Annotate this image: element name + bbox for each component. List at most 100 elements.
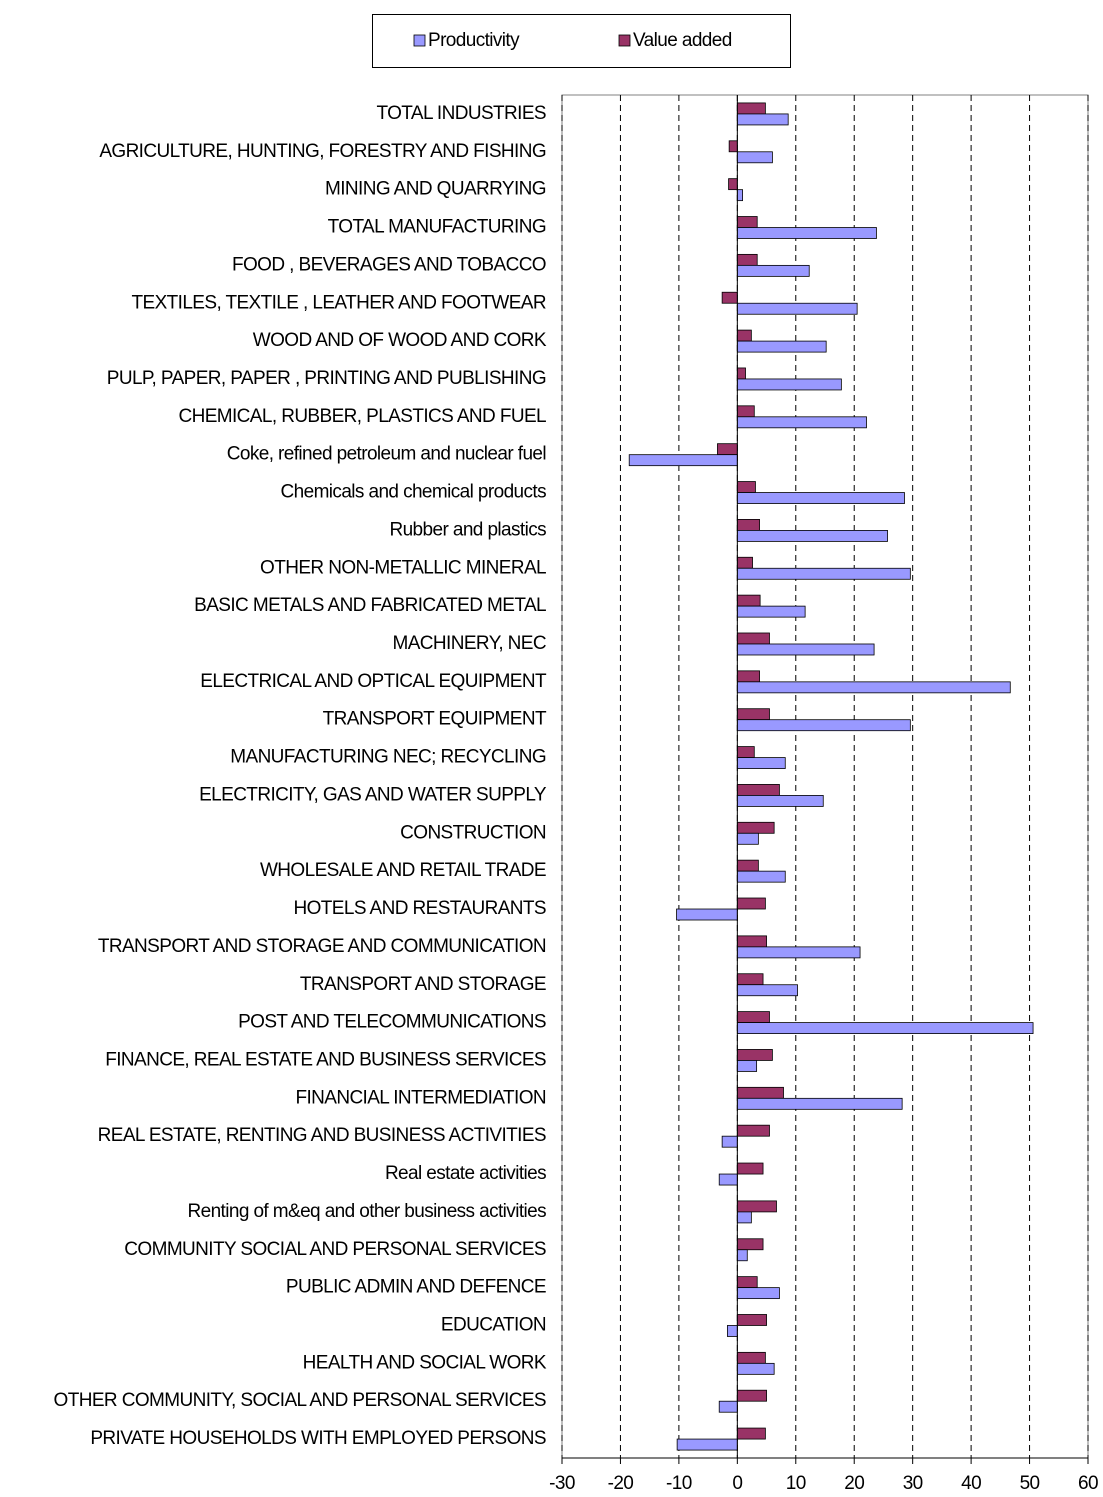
legend-box (372, 14, 791, 68)
y-tick-label: FINANCE, REAL ESTATE AND BUSINESS SERVIC… (105, 1049, 546, 1070)
x-tick-label: -30 (549, 1473, 575, 1494)
bar (736, 1011, 770, 1023)
x-tick-label: 20 (844, 1473, 864, 1494)
legend-label: Productivity (428, 30, 520, 51)
bar (736, 113, 789, 126)
bar (736, 1362, 775, 1375)
y-tick-label: OTHER COMMUNITY, SOCIAL AND PERSONAL SER… (54, 1390, 546, 1411)
bar (736, 935, 767, 948)
x-tick-label: 0 (732, 1473, 742, 1494)
legend-swatch (618, 34, 631, 47)
bar (718, 1173, 738, 1186)
bar (736, 870, 786, 883)
x-tick-label: 10 (786, 1473, 806, 1494)
y-tick-label: Rubber and plastics (389, 519, 546, 540)
bar (736, 556, 753, 569)
y-tick-label: ELECTRICITY, GAS AND WATER SUPPLY (199, 784, 547, 805)
bar (736, 594, 761, 607)
bar (736, 1427, 766, 1440)
bar (718, 1400, 738, 1413)
bar (736, 329, 752, 342)
bar (736, 1314, 767, 1326)
bar (736, 605, 806, 618)
x-tick-label: -20 (608, 1473, 634, 1494)
y-tick-label: Real estate activities (385, 1163, 546, 1184)
bar (736, 302, 858, 315)
bar (736, 1086, 784, 1099)
bar (736, 708, 770, 721)
y-tick-label: MACHINERY, NEC (393, 633, 547, 654)
y-tick-label: REAL ESTATE, RENTING AND BUSINESS ACTIVI… (98, 1125, 546, 1146)
x-tick-label: 50 (1020, 1473, 1040, 1494)
legend-swatch (413, 34, 426, 47)
bar (728, 178, 738, 191)
bar (736, 643, 875, 656)
y-tick-label: AGRICULTURE, HUNTING, FORESTRY AND FISHI… (99, 141, 546, 162)
y-tick-label: TEXTILES, TEXTILE , LEATHER AND FOOTWEAR (132, 292, 547, 313)
y-tick-label: OTHER NON-METALLIC MINERAL (260, 557, 546, 578)
y-tick-label: TOTAL INDUSTRIES (376, 103, 546, 124)
bar (736, 253, 758, 266)
y-tick-label: FINANCIAL INTERMEDIATION (295, 1087, 546, 1108)
y-tick-label: TRANSPORT AND STORAGE (300, 974, 546, 995)
bar (736, 378, 842, 391)
x-tick-label: -10 (666, 1473, 692, 1494)
y-tick-label: TRANSPORT EQUIPMENT (323, 709, 547, 730)
bar (628, 454, 738, 467)
y-tick-label: COMMUNITY SOCIAL AND PERSONAL SERVICES (124, 1239, 546, 1260)
bar (717, 443, 738, 456)
bar (736, 757, 786, 769)
y-tick-label: CHEMICAL, RUBBER, PLASTICS AND FUEL (178, 406, 546, 427)
bar (736, 1211, 752, 1224)
bar (736, 216, 758, 228)
bar (736, 189, 743, 202)
bar (736, 405, 755, 418)
bar (736, 746, 755, 758)
y-tick-label: FOOD , BEVERAGES AND TOBACCO (232, 254, 546, 275)
bar (736, 340, 827, 353)
y-tick-label: ELECTRICAL AND OPTICAL EQUIPMENT (200, 671, 547, 692)
bar (736, 832, 759, 845)
bar (736, 1162, 764, 1175)
bar (721, 1135, 738, 1148)
bar (726, 1325, 738, 1337)
bar (736, 1276, 758, 1289)
bar (736, 681, 1011, 694)
bar (736, 821, 775, 834)
y-tick-label: TOTAL MANUFACTURING (328, 217, 546, 238)
bar (736, 416, 867, 429)
y-tick-label: Coke, refined petroleum and nuclear fuel (227, 444, 546, 465)
bar (736, 264, 810, 277)
bar (736, 795, 824, 807)
bar (736, 1049, 773, 1061)
bar (721, 291, 738, 304)
bar (736, 492, 905, 504)
bar (736, 367, 746, 380)
plot-frame (561, 94, 1089, 1459)
x-tick-label: 40 (961, 1473, 981, 1494)
x-tick-label: 60 (1078, 1473, 1098, 1494)
bar (736, 1124, 770, 1137)
legend-label: Value added (633, 30, 732, 51)
bar (736, 227, 877, 239)
bar (736, 519, 760, 531)
bar (736, 1200, 777, 1213)
y-tick-label: Renting of m&eq and other business activ… (188, 1201, 547, 1222)
y-tick-label: CONSTRUCTION (400, 822, 546, 843)
y-tick-label: PUBLIC ADMIN AND DEFENCE (286, 1277, 546, 1298)
bar (736, 784, 780, 796)
bar (736, 973, 764, 986)
y-tick-label: WHOLESALE AND RETAIL TRADE (260, 860, 546, 881)
y-tick-label: PULP, PAPER, PAPER , PRINTING AND PUBLIS… (107, 368, 546, 389)
bar (736, 1351, 766, 1364)
bar (736, 481, 756, 493)
y-tick-label: EDUCATION (441, 1315, 546, 1336)
bar (736, 719, 911, 732)
bar (736, 567, 911, 580)
bar (728, 140, 738, 153)
y-tick-label: WOOD AND OF WOOD AND CORK (253, 330, 547, 351)
bar (736, 897, 766, 910)
bar (736, 1238, 764, 1251)
y-tick-label: BASIC METALS AND FABRICATED METAL (194, 595, 546, 616)
bar (736, 151, 773, 164)
